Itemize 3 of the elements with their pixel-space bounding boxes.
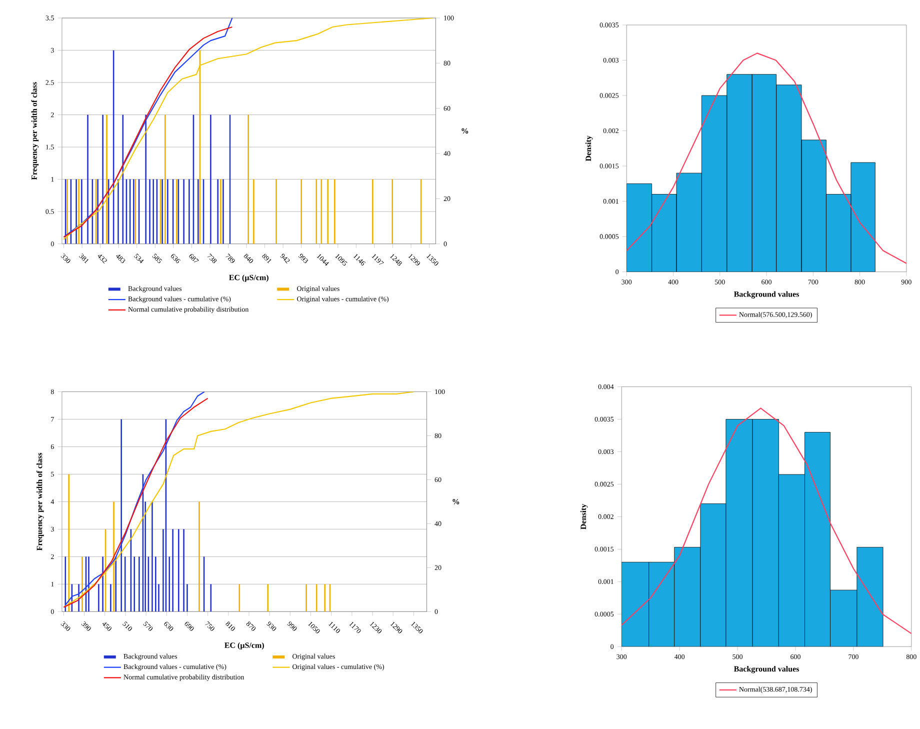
line-series [63,18,434,240]
line-series [622,408,912,634]
line-series [63,392,414,608]
